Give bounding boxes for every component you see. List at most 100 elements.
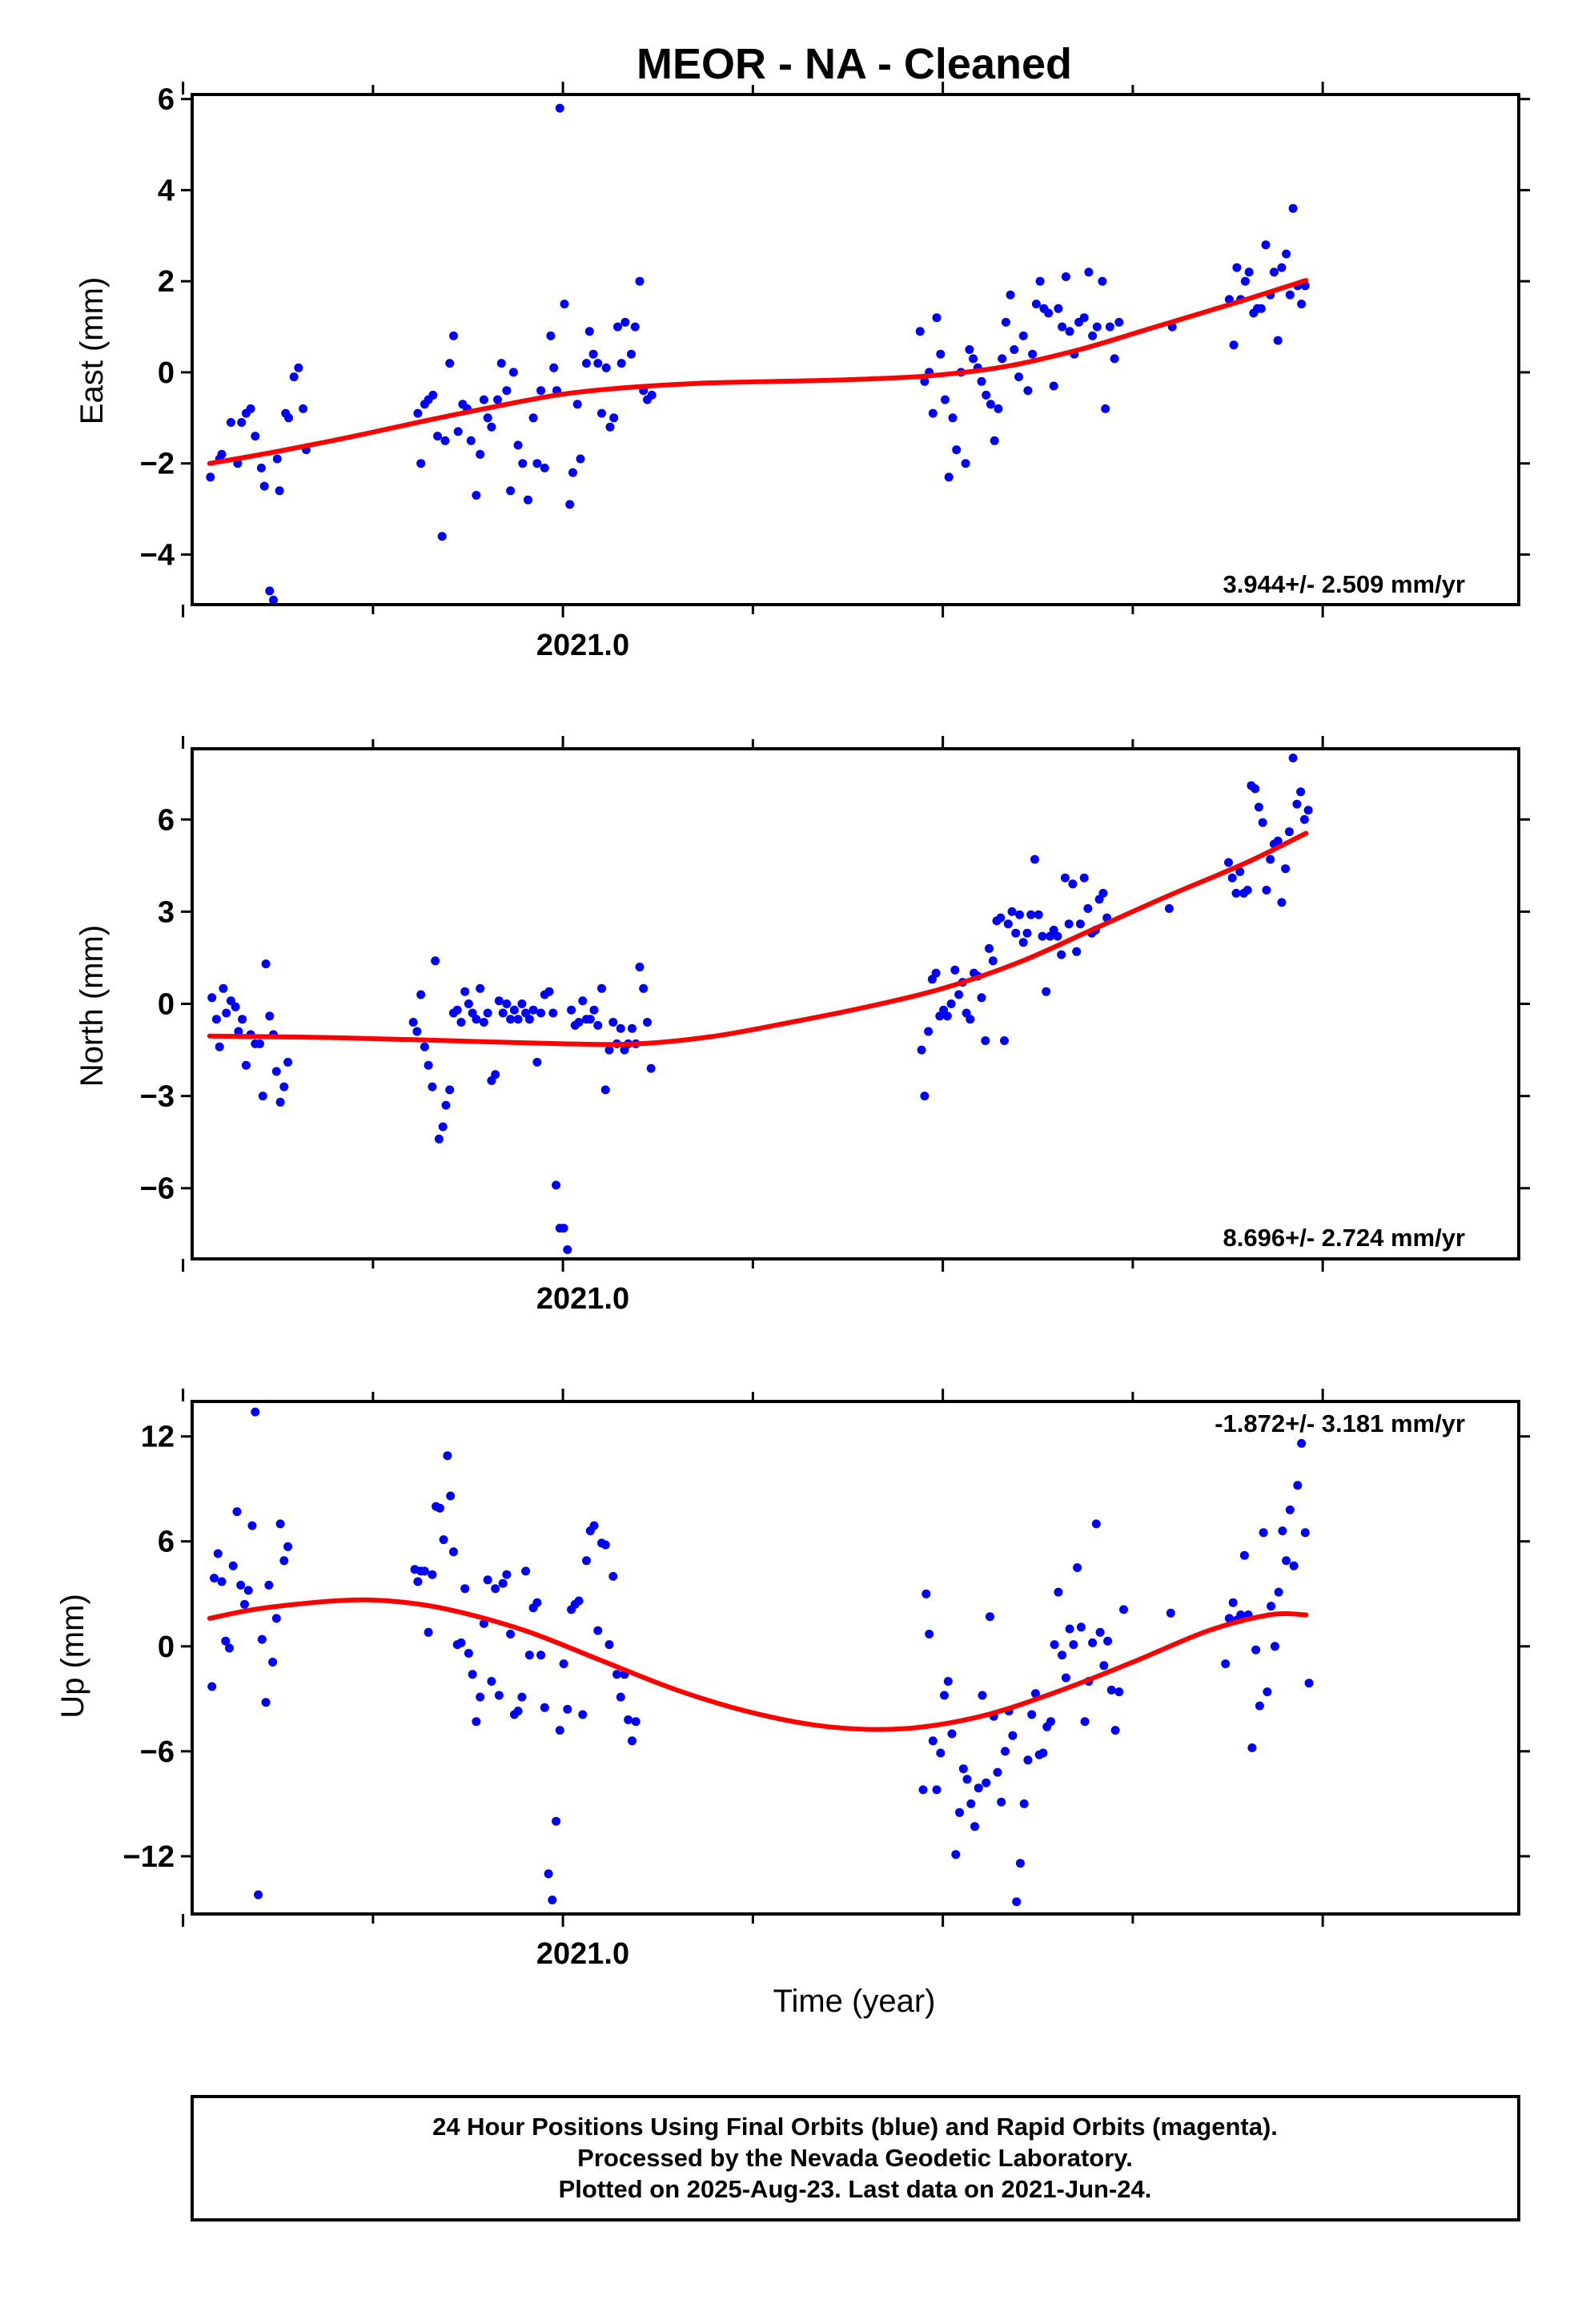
data-point: [269, 595, 278, 605]
data-point: [1251, 1645, 1261, 1655]
data-point: [1088, 331, 1098, 340]
data-point: [1282, 249, 1291, 259]
data-point: [1065, 327, 1074, 336]
data-point: [1053, 931, 1062, 941]
data-point: [944, 472, 954, 482]
data-point: [928, 1736, 938, 1746]
data-point: [1228, 1598, 1238, 1607]
data-point: [1261, 240, 1271, 250]
data-point: [476, 1692, 485, 1702]
data-point: [1058, 1651, 1067, 1660]
data-point: [574, 1596, 584, 1606]
data-point: [563, 1704, 572, 1714]
data-point: [207, 993, 217, 1003]
data-point: [1235, 867, 1245, 876]
y-tick-label: 0: [158, 356, 175, 390]
east-plot-frame: [191, 93, 1520, 606]
data-point: [604, 1640, 614, 1650]
data-point: [472, 1717, 481, 1727]
data-point: [936, 1748, 946, 1758]
data-point: [265, 1011, 275, 1021]
data-point: [1079, 313, 1089, 323]
east-y-axis-label: East (mm): [74, 277, 110, 424]
data-point: [1297, 300, 1307, 309]
data-point: [631, 1717, 640, 1727]
data-point: [231, 1002, 240, 1011]
data-point: [532, 1057, 542, 1067]
data-point: [1303, 806, 1313, 815]
data-point: [1010, 345, 1019, 354]
data-point: [1061, 272, 1070, 281]
data-point: [479, 1618, 488, 1628]
data-point: [981, 1036, 990, 1045]
data-point: [998, 354, 1007, 364]
data-point: [460, 1584, 470, 1594]
data-point: [1023, 386, 1033, 396]
data-point: [646, 1063, 656, 1073]
data-point: [435, 1503, 444, 1513]
data-point: [597, 983, 606, 993]
data-point: [1080, 1717, 1090, 1727]
data-point: [207, 1682, 217, 1691]
data-point: [951, 1850, 961, 1860]
data-point: [1247, 1743, 1257, 1752]
data-point: [219, 983, 228, 993]
data-point: [532, 1598, 542, 1607]
data-point: [275, 1097, 285, 1107]
data-point: [1236, 1610, 1246, 1619]
data-point: [1274, 1587, 1283, 1597]
data-point: [560, 300, 569, 309]
data-point: [576, 454, 585, 464]
data-point: [986, 1612, 994, 1622]
up-x-tick-label: 2021.0: [536, 1937, 629, 1971]
data-point: [524, 1015, 534, 1024]
data-point: [1019, 1799, 1029, 1808]
data-point: [268, 1658, 278, 1667]
data-point: [1095, 1627, 1105, 1637]
data-point: [928, 408, 938, 418]
data-point: [1035, 276, 1045, 286]
data-point: [585, 1015, 595, 1024]
data-point: [464, 1649, 473, 1658]
data-point: [1073, 1563, 1082, 1572]
data-point: [950, 965, 960, 975]
data-point: [1088, 1638, 1098, 1647]
data-point: [1258, 818, 1267, 827]
y-tick-label: −6: [140, 1735, 175, 1769]
data-point: [1119, 1605, 1128, 1614]
data-point: [552, 1180, 561, 1190]
data-point: [1288, 754, 1298, 762]
data-point: [1060, 873, 1070, 883]
data-point: [588, 349, 598, 359]
data-point: [1050, 1640, 1059, 1650]
data-point: [639, 983, 648, 993]
data-point: [226, 418, 235, 427]
data-point: [997, 1797, 1006, 1807]
data-point: [491, 1584, 500, 1594]
data-point: [449, 1547, 458, 1557]
data-point: [1239, 1550, 1249, 1560]
data-point: [1018, 938, 1028, 947]
data-point: [508, 368, 518, 377]
up-fit-curve: [207, 1597, 1309, 1732]
data-point: [1098, 276, 1107, 286]
data-point: [428, 1082, 437, 1092]
data-point: [994, 404, 1003, 413]
data-point: [932, 1785, 942, 1795]
data-point: [259, 481, 269, 491]
data-point: [624, 1715, 633, 1724]
data-point: [1262, 886, 1271, 895]
data-point: [1293, 1481, 1303, 1490]
data-point: [1023, 1755, 1033, 1765]
data-point: [584, 327, 594, 336]
data-point: [1028, 349, 1038, 359]
y-tick-label: 3: [158, 895, 175, 929]
data-point: [232, 1507, 242, 1517]
data-point: [491, 1070, 500, 1080]
data-point: [1076, 1622, 1086, 1632]
data-point: [1296, 787, 1306, 797]
data-point: [433, 432, 442, 441]
data-point: [1054, 1587, 1063, 1597]
y-tick-label: 6: [158, 803, 175, 837]
data-point: [540, 1703, 549, 1712]
